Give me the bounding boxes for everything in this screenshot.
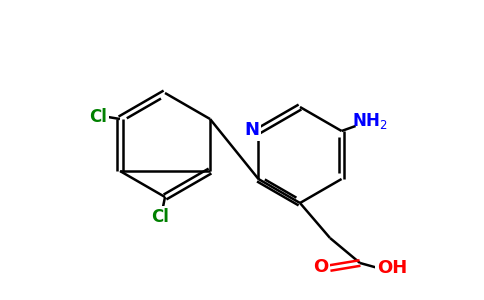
Text: N: N (244, 121, 259, 139)
Text: OH: OH (377, 259, 407, 277)
Text: O: O (313, 258, 329, 276)
Text: Cl: Cl (151, 208, 169, 226)
Text: NH$_2$: NH$_2$ (352, 111, 388, 131)
Text: Cl: Cl (89, 108, 107, 126)
